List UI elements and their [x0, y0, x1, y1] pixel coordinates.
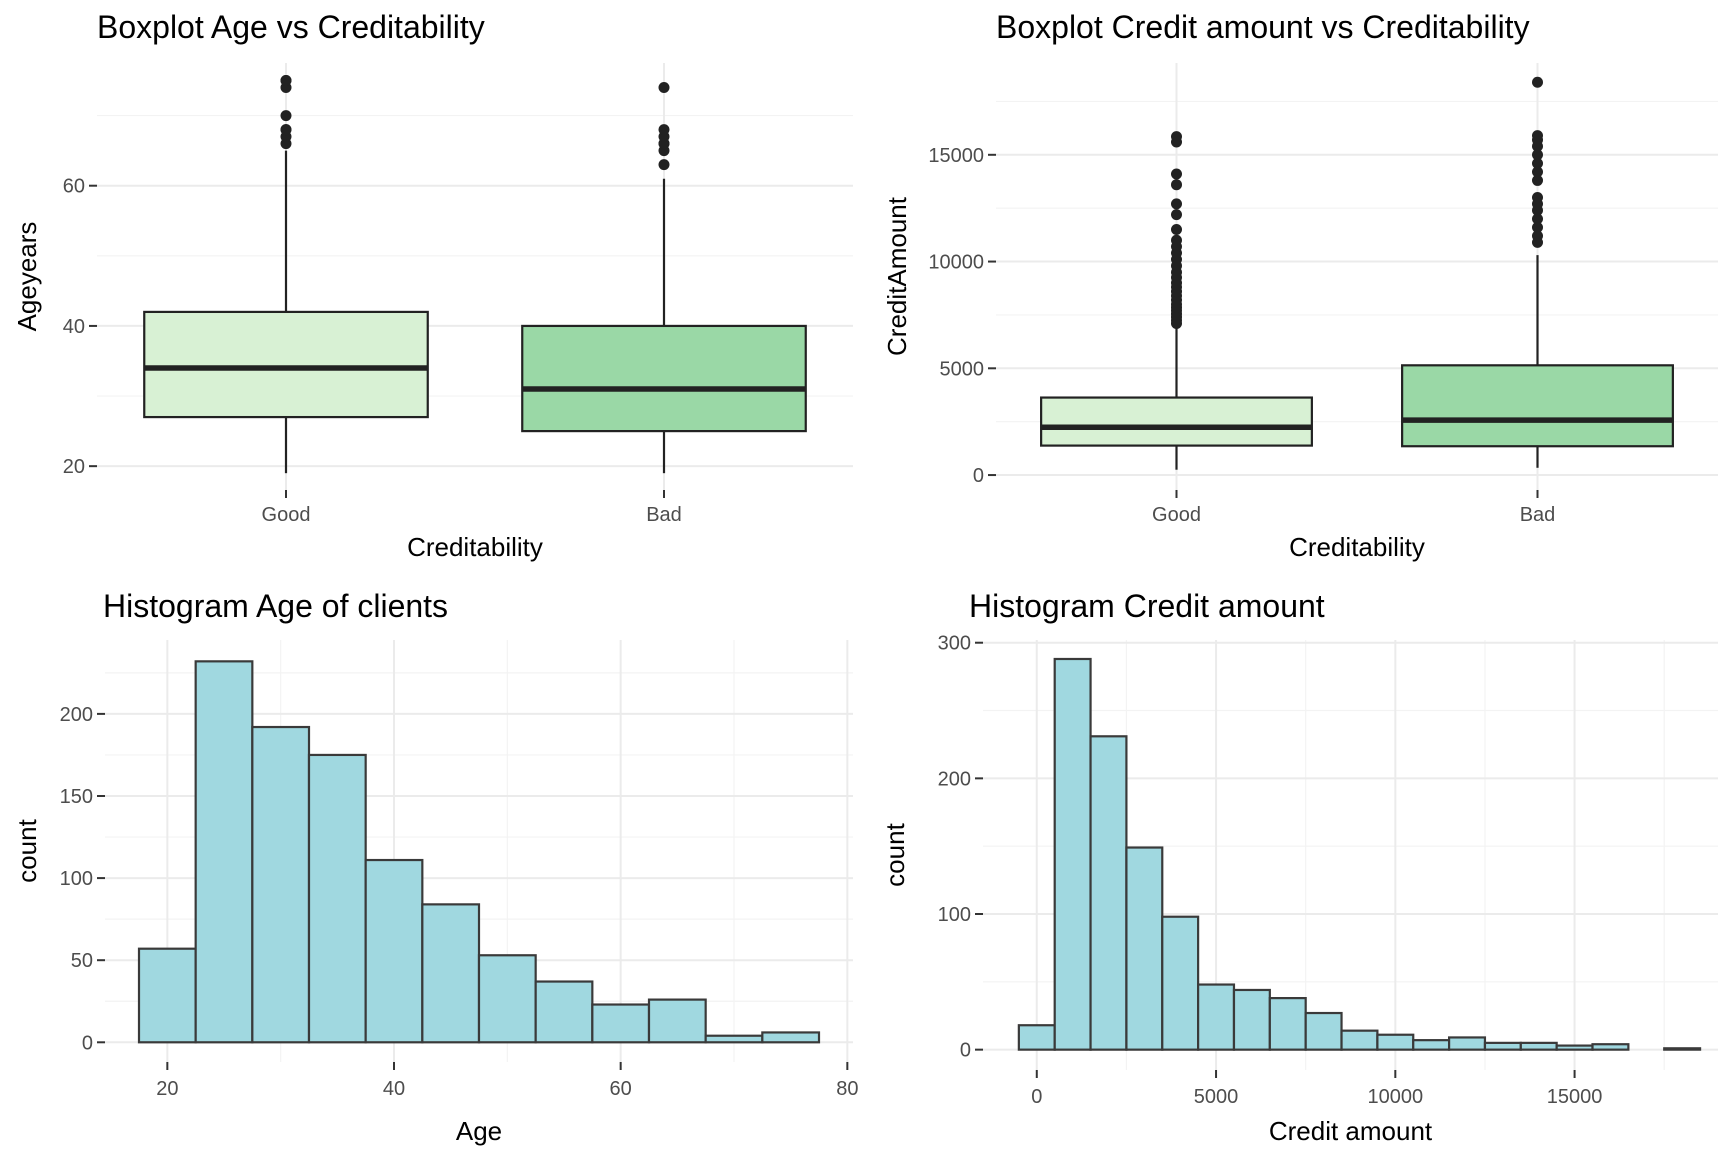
y-tick-label: 300 — [938, 633, 971, 655]
outlier-point — [658, 124, 670, 136]
y-tick-label: 15000 — [928, 145, 984, 167]
y-tick-label: 40 — [63, 316, 85, 338]
histogram-bar — [1125, 846, 1164, 1051]
chart-title-age-boxplot: Boxplot Age vs Creditability — [97, 9, 485, 45]
y-tick-label: 5000 — [940, 358, 985, 380]
x-tick-label: 5000 — [1194, 1086, 1239, 1108]
x-tick-label: 40 — [383, 1078, 405, 1100]
histogram-bar — [1161, 915, 1200, 1051]
outlier-point — [658, 82, 670, 94]
histogram-bar — [1519, 1041, 1558, 1051]
x-axis-title-age-boxplot: Creditability — [407, 532, 543, 562]
histogram-bar — [1376, 1033, 1415, 1051]
outlier-point — [658, 159, 670, 171]
outlier-point — [1171, 168, 1182, 180]
x-tick-label: 15000 — [1547, 1086, 1603, 1108]
histogram-bar — [1232, 988, 1271, 1051]
outlier-point — [1532, 149, 1543, 161]
histogram-bar — [1304, 1011, 1343, 1051]
histogram-bar — [1591, 1043, 1630, 1051]
outlier-point — [1532, 76, 1543, 88]
outlier-point — [1532, 157, 1543, 169]
y-tick-label: 20 — [63, 456, 85, 478]
chart-title-age-histogram: Histogram Age of clients — [103, 588, 448, 624]
box-good — [1040, 396, 1313, 447]
chart-title-credit-histogram: Histogram Credit amount — [969, 588, 1325, 624]
outlier-point — [280, 124, 292, 136]
histogram-bar — [364, 858, 424, 1044]
histogram-bar — [1268, 997, 1307, 1051]
outlier-point — [1171, 131, 1182, 143]
histogram-bar — [647, 998, 707, 1044]
histogram-bar — [1340, 1029, 1379, 1051]
outlier-point — [1171, 209, 1182, 221]
histogram-bar — [1412, 1039, 1451, 1051]
histogram-bar — [1555, 1044, 1594, 1051]
x-axis-title-credit-boxplot: Creditability — [1289, 532, 1425, 562]
outlier-point — [1532, 213, 1543, 225]
histogram-bar — [1017, 1024, 1056, 1051]
y-tick-label: 10000 — [928, 252, 984, 274]
y-tick-label: 50 — [71, 950, 93, 972]
x-tick-label-good: Good — [1152, 504, 1201, 526]
x-tick-label: 10000 — [1368, 1086, 1424, 1108]
y-axis-title-credit-histogram: count — [880, 822, 910, 886]
histogram-bar — [251, 725, 311, 1044]
x-tick-label: 0 — [1031, 1086, 1042, 1108]
x-tick-label-good: Good — [262, 504, 311, 526]
x-tick-label: 20 — [156, 1078, 178, 1100]
outlier-point — [1532, 192, 1543, 204]
histogram-bar — [1483, 1041, 1522, 1051]
histogram-bar — [1089, 735, 1128, 1051]
box-good — [143, 310, 429, 419]
y-axis-title-age-boxplot: Ageyears — [12, 222, 42, 332]
outlier-point — [280, 110, 292, 122]
x-axis-title-credit-histogram: Credit amount — [1269, 1116, 1433, 1146]
histogram-bar — [307, 753, 367, 1044]
outlier-point — [1171, 198, 1182, 210]
chart-title-credit-boxplot: Boxplot Credit amount vs Creditability — [996, 9, 1530, 45]
histogram-bar — [1197, 983, 1236, 1051]
x-axis-title-age-histogram: Age — [456, 1116, 502, 1146]
histogram-bar — [137, 947, 197, 1044]
y-axis-title-credit-boxplot: CreditAmount — [882, 196, 912, 356]
outlier-point — [1171, 224, 1182, 236]
y-axis-title-age-histogram: count — [12, 818, 42, 882]
y-tick-label: 0 — [960, 1040, 971, 1062]
x-tick-label: 80 — [836, 1078, 858, 1100]
outlier-point — [280, 75, 292, 87]
histogram-bar — [421, 903, 481, 1044]
y-tick-label: 60 — [63, 176, 85, 198]
y-tick-label: 150 — [60, 786, 93, 808]
histogram-bar — [761, 1031, 821, 1044]
outlier-point — [1532, 130, 1543, 142]
histogram-bar — [1447, 1036, 1487, 1051]
y-tick-label: 0 — [973, 465, 984, 487]
y-tick-label: 200 — [60, 704, 93, 726]
y-tick-label: 100 — [938, 904, 971, 926]
x-tick-label-bad: Bad — [646, 504, 682, 526]
x-tick-label-bad: Bad — [1520, 504, 1556, 526]
histogram-bar — [591, 1003, 651, 1044]
outlier-point — [1171, 179, 1182, 191]
histogram-bar — [534, 980, 594, 1044]
x-tick-label: 60 — [610, 1078, 632, 1100]
histogram-bar — [477, 954, 537, 1044]
outlier-point — [1532, 174, 1543, 186]
box-bad — [521, 324, 807, 433]
histogram-bar — [704, 1034, 764, 1044]
y-tick-label: 100 — [60, 868, 93, 890]
histogram-bar — [1663, 1047, 1702, 1051]
histogram-bar — [1053, 657, 1092, 1051]
outlier-point — [1532, 230, 1543, 242]
outlier-point — [1171, 234, 1182, 246]
outlier-point — [1532, 221, 1543, 233]
box-bad — [1401, 364, 1674, 448]
y-tick-label: 200 — [938, 768, 971, 790]
y-tick-label: 0 — [82, 1032, 93, 1054]
histogram-bar — [194, 660, 254, 1044]
outlier-point — [1532, 166, 1543, 178]
